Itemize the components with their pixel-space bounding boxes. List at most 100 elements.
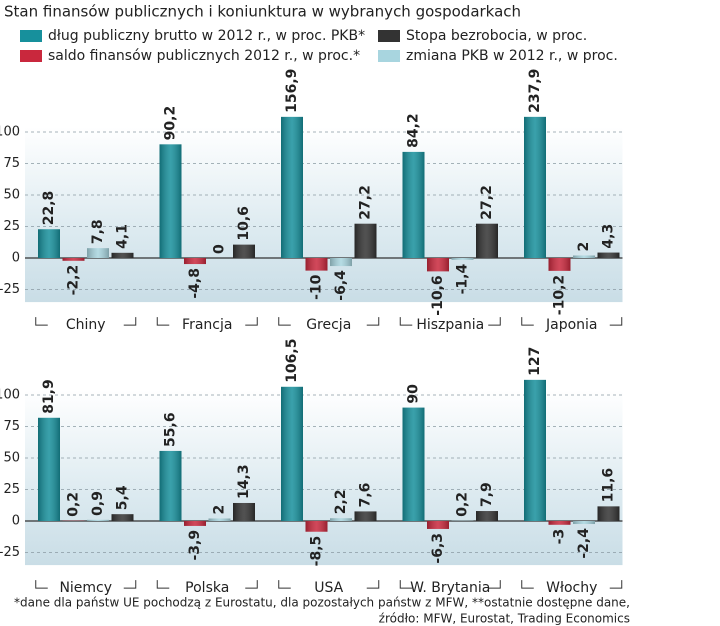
legend-swatch [20, 30, 42, 42]
value-label: -4,8 [187, 268, 203, 299]
bar-shade [62, 258, 85, 261]
bar-shade [354, 223, 377, 258]
chart-title: Stan finansów publicznych i koniunktura … [4, 3, 521, 21]
category-bracket [399, 580, 501, 589]
value-label: 2 [212, 505, 228, 515]
bar-shade [87, 248, 109, 258]
value-label: -2,2 [66, 265, 82, 296]
value-label: 27,2 [479, 185, 495, 220]
bar-shade [548, 521, 571, 525]
y-tick-label: 100 [0, 388, 20, 403]
bar-shade [573, 255, 595, 258]
value-label: -2,4 [576, 528, 592, 559]
bar-shade [159, 144, 182, 258]
category-bracket [399, 317, 501, 326]
value-label: 106,5 [284, 339, 300, 383]
y-tick-label: 0 [12, 514, 20, 529]
bar-shade [476, 511, 498, 521]
value-label: 27,2 [358, 185, 374, 220]
legend-label: zmiana PKB w 2012 r., w proc. [406, 48, 618, 64]
value-label: 7,9 [479, 482, 495, 507]
y-tick-label: 25 [3, 219, 20, 234]
bar-shade [427, 521, 449, 529]
y-tick-label: -25 [0, 545, 20, 560]
value-label: 11,6 [601, 468, 617, 503]
x-tick-label: Polska [185, 580, 229, 596]
value-label: 10,6 [236, 206, 252, 241]
bar-shade [427, 258, 449, 272]
footnote: źródło: MFW, Eurostat, Trading Economics [379, 612, 630, 626]
legend-label: Stopa bezrobocia, w proc. [406, 28, 587, 44]
value-label: -8,5 [309, 536, 325, 567]
value-label: -6,4 [333, 270, 349, 301]
value-label: 90,2 [163, 106, 179, 141]
bar-shade [330, 518, 352, 521]
bar-shade [159, 450, 182, 521]
bar-shade [597, 506, 620, 521]
category-bracket [521, 317, 623, 326]
value-label: 0,2 [455, 492, 471, 517]
bar-shade [281, 116, 303, 258]
y-tick-label: -25 [0, 282, 20, 297]
x-tick-label: Włochy [546, 580, 597, 596]
value-label: 7,8 [90, 219, 106, 244]
bar-shade [38, 417, 60, 521]
bar-shade [402, 407, 425, 521]
bar-shade [184, 258, 206, 265]
category-bracket [521, 580, 623, 589]
y-tick-label: 75 [3, 419, 20, 434]
value-label: 22,8 [41, 191, 57, 226]
bar-shade [451, 258, 474, 260]
x-tick-label: Grecja [306, 317, 351, 333]
value-label: 55,6 [163, 412, 179, 447]
bar-shade [476, 223, 498, 258]
bar-shade [548, 258, 571, 271]
legend-swatch [20, 50, 42, 62]
bar-shade [573, 521, 595, 525]
value-label: -10,2 [552, 275, 568, 315]
x-tick-label: Hiszpania [416, 317, 484, 333]
value-label: 2 [576, 242, 592, 252]
value-label: 0 [212, 244, 228, 254]
x-tick-label: Japonia [545, 317, 598, 333]
plot-background [25, 389, 623, 566]
value-label: 0,2 [66, 492, 82, 517]
legend-swatch [378, 30, 400, 42]
bars [38, 116, 620, 272]
x-tick-label: USA [314, 580, 343, 596]
bar-shade [330, 258, 352, 267]
bar-shade [524, 379, 546, 521]
footnote: *dane dla państw UE pochodzą z Eurostatu… [14, 596, 630, 610]
x-tick-label: Francja [182, 317, 232, 333]
x-tick-label: Chiny [66, 317, 106, 333]
legend-label: saldo finansów publicznych 2012 r., w pr… [48, 48, 360, 64]
bar-shade [524, 116, 546, 258]
value-label: -6,3 [430, 533, 446, 564]
bar-shade [354, 511, 377, 521]
bar-shade [208, 518, 231, 521]
value-label: 127 [527, 347, 543, 376]
value-label: 4,1 [115, 224, 131, 249]
category-bracket [35, 580, 137, 589]
value-label: 7,6 [358, 483, 374, 508]
value-label: -10,6 [430, 275, 446, 315]
bar-shade [305, 521, 328, 532]
legend-label: dług publiczny brutto w 2012 r., w proc.… [48, 28, 365, 44]
bar-shade [111, 252, 134, 258]
value-label: -3,9 [187, 530, 203, 561]
x-tick-label: Niemcy [59, 580, 112, 596]
value-label: 5,4 [115, 485, 131, 510]
bar-shade [281, 386, 303, 521]
y-tick-label: 100 [0, 125, 20, 140]
plot-background [25, 126, 623, 303]
value-label: 0,9 [90, 491, 106, 516]
value-label: 156,9 [284, 69, 300, 113]
category-bracket [35, 317, 137, 326]
value-label: 2,2 [333, 489, 349, 514]
value-label: 237,9 [527, 69, 543, 113]
bar-shade [597, 252, 620, 258]
category-bracket [278, 317, 380, 326]
bar-shade [111, 514, 134, 521]
y-tick-label: 25 [3, 482, 20, 497]
